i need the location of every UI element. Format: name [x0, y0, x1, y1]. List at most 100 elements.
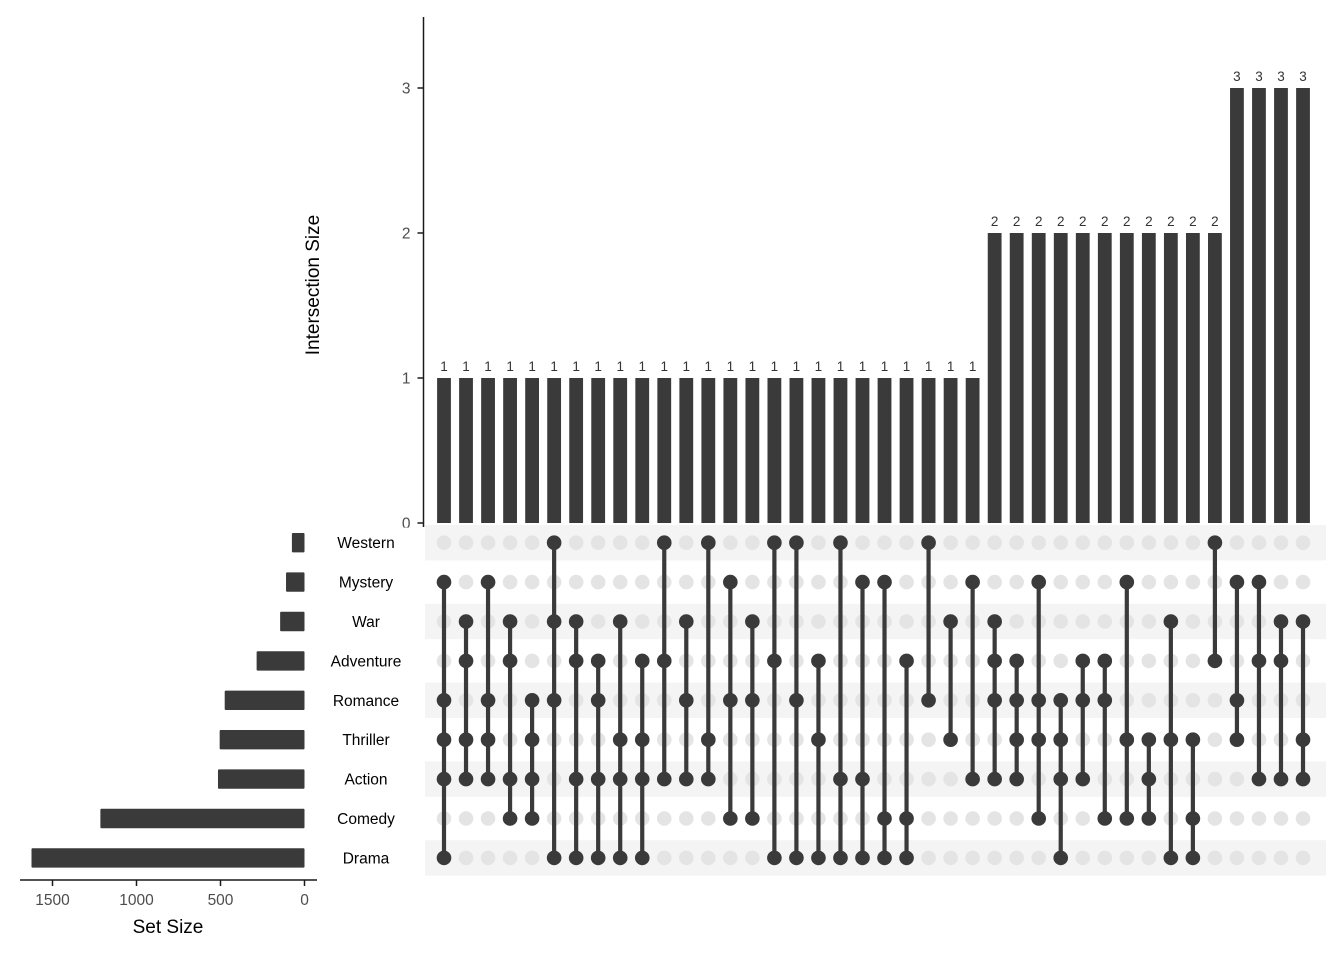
matrix-dot-active: [634, 771, 650, 787]
set-axis-tick-label: 1500: [35, 892, 70, 909]
matrix-dot: [987, 850, 1002, 866]
intersection-bar-label: 3: [1255, 69, 1263, 84]
intersection-bar-label: 1: [506, 359, 514, 374]
matrix-dot-active: [546, 535, 562, 550]
set-label: Romance: [333, 693, 399, 710]
intersection-bar-label: 3: [1299, 69, 1307, 84]
matrix-dot-active: [502, 614, 518, 629]
matrix-dot: [590, 574, 606, 590]
matrix-dot: [943, 574, 958, 590]
matrix-dot: [1141, 535, 1157, 550]
intersection-bar-label: 1: [705, 359, 713, 374]
matrix-dot-active: [678, 771, 694, 787]
set-size-bar: [291, 533, 305, 553]
intersection-axis-tick-label: 2: [402, 226, 411, 243]
matrix-dot: [1229, 850, 1245, 866]
matrix-dot-active: [1097, 811, 1113, 826]
matrix-dot-active: [1031, 811, 1047, 826]
intersection-bar-label: 1: [947, 359, 955, 374]
intersection-bar: [745, 378, 760, 523]
intersection-bar: [1119, 233, 1134, 523]
matrix-dot: [1031, 535, 1047, 550]
matrix-dot: [943, 535, 958, 550]
intersection-bar: [547, 378, 562, 523]
matrix-dot: [965, 850, 980, 866]
matrix-dot-active: [1009, 653, 1024, 669]
matrix-dot-active: [480, 574, 496, 590]
matrix-dot: [899, 574, 914, 590]
matrix-dot-active: [1053, 771, 1069, 787]
set-axis-tick-label: 500: [208, 892, 234, 909]
matrix-dot-active: [546, 614, 562, 629]
intersection-bar-label: 1: [440, 359, 448, 374]
matrix-dot-active: [1229, 732, 1245, 747]
matrix-dot-active: [1251, 574, 1267, 590]
matrix-dot: [899, 614, 914, 629]
matrix-dot-active: [502, 653, 518, 669]
intersection-bar: [1097, 233, 1112, 523]
matrix-dot: [1009, 574, 1024, 590]
intersection-bar: [1185, 233, 1200, 523]
matrix-dot: [678, 850, 694, 866]
matrix-dot: [1075, 614, 1091, 629]
matrix-dot: [1009, 535, 1024, 550]
matrix-dot-active: [436, 732, 452, 747]
matrix-dot: [745, 574, 760, 590]
matrix-dot-active: [833, 535, 848, 550]
intersection-axis-tick-label: 3: [402, 81, 411, 98]
matrix-dot: [1185, 653, 1201, 669]
matrix-dot-active: [701, 732, 716, 747]
matrix-dot-active: [1141, 732, 1157, 747]
matrix-dot-active: [1141, 771, 1157, 787]
set-label: Adventure: [331, 653, 402, 670]
intersection-bar-label: 1: [925, 359, 933, 374]
matrix-dot: [1053, 535, 1069, 550]
matrix-dot-active: [811, 850, 826, 866]
matrix-dot-active: [1075, 771, 1091, 787]
matrix-dot: [1075, 535, 1091, 550]
matrix-dot-active: [767, 535, 782, 550]
matrix-dot-active: [634, 732, 650, 747]
intersection-bar: [481, 378, 495, 523]
intersection-bar-label: 2: [1211, 214, 1219, 229]
set-label: Drama: [343, 850, 390, 867]
matrix-dot: [1119, 850, 1135, 866]
matrix-dot-active: [1031, 574, 1047, 590]
matrix-dot: [480, 811, 496, 826]
matrix-dot: [1207, 850, 1223, 866]
matrix-dot-active: [789, 693, 804, 708]
matrix-dot: [1053, 614, 1069, 629]
intersection-bar-label: 2: [1013, 214, 1021, 229]
matrix-dot: [921, 811, 936, 826]
intersection-bar: [1053, 233, 1068, 523]
matrix-dot-active: [943, 732, 958, 747]
matrix-dot: [1009, 811, 1024, 826]
matrix-dot: [634, 614, 650, 629]
matrix-dot: [1273, 811, 1289, 826]
matrix-dot: [723, 850, 738, 866]
matrix-dot: [1009, 850, 1024, 866]
intersection-axis-tick-label: 1: [402, 371, 411, 388]
set-size-bar: [280, 611, 305, 632]
matrix-dot: [1075, 850, 1091, 866]
matrix-dot-active: [701, 535, 716, 550]
intersection-bar: [1031, 233, 1046, 523]
intersection-bar: [1075, 233, 1090, 523]
matrix-dot: [701, 811, 716, 826]
matrix-dot-active: [634, 850, 650, 866]
matrix-dot-active: [1229, 693, 1245, 708]
matrix-dot-active: [1009, 693, 1024, 708]
matrix-dot-active: [1185, 732, 1201, 747]
matrix-dot: [811, 574, 826, 590]
intersection-bar: [1141, 233, 1156, 523]
intersection-bar-label: 1: [550, 359, 558, 374]
matrix-dot-active: [1031, 732, 1047, 747]
matrix-dot: [723, 535, 738, 550]
matrix-dot: [458, 850, 474, 866]
matrix-dot-active: [1207, 653, 1223, 669]
matrix-dot-active: [1009, 771, 1024, 787]
matrix-dot-active: [1251, 771, 1267, 787]
matrix-dot: [1207, 693, 1223, 708]
matrix-dot-active: [833, 850, 848, 866]
